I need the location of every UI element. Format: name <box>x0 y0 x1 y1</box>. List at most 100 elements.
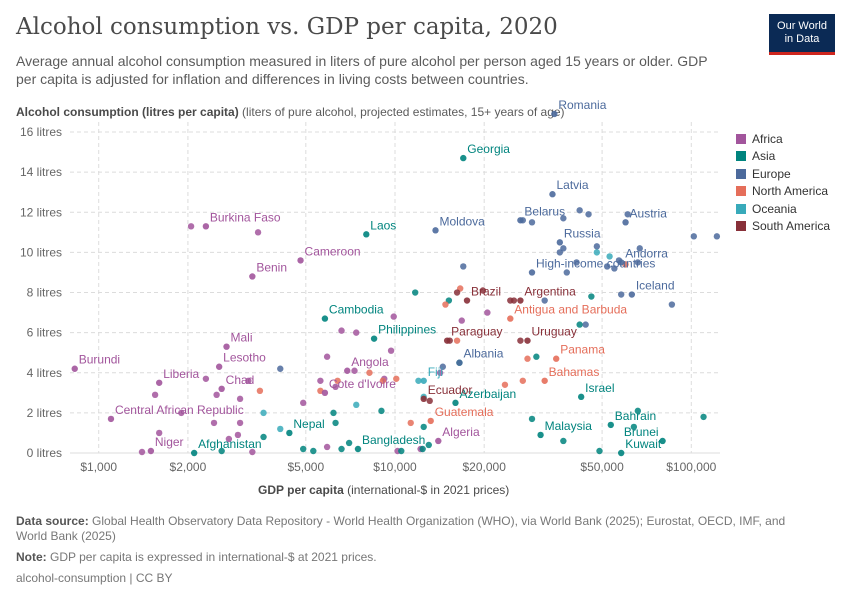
data-point[interactable] <box>354 445 362 453</box>
data-point[interactable] <box>630 423 638 431</box>
data-point[interactable] <box>668 301 676 308</box>
data-point[interactable] <box>553 355 560 362</box>
legend-item[interactable]: Europe <box>736 165 830 183</box>
data-point[interactable] <box>323 353 331 360</box>
data-point[interactable] <box>202 375 210 382</box>
data-point[interactable] <box>190 449 198 457</box>
data-point[interactable] <box>585 211 592 218</box>
data-point[interactable] <box>300 445 307 453</box>
data-point[interactable] <box>225 435 233 443</box>
data-point[interactable] <box>634 407 642 415</box>
data-point[interactable] <box>210 419 218 427</box>
data-point[interactable] <box>517 337 524 344</box>
data-point[interactable] <box>218 385 225 393</box>
data-point[interactable] <box>524 337 531 344</box>
data-point[interactable] <box>501 381 509 388</box>
data-point[interactable] <box>344 367 351 374</box>
data-point[interactable] <box>588 293 595 300</box>
data-point[interactable] <box>611 265 618 272</box>
data-point[interactable] <box>576 207 583 214</box>
data-point[interactable] <box>628 291 636 298</box>
data-point[interactable] <box>245 377 252 384</box>
data-point[interactable] <box>442 301 449 308</box>
data-point[interactable] <box>236 419 244 427</box>
data-point[interactable] <box>617 449 625 457</box>
data-point[interactable] <box>453 337 461 344</box>
data-point[interactable] <box>256 387 264 395</box>
data-point[interactable] <box>537 431 544 439</box>
data-point[interactable] <box>636 245 643 252</box>
legend-item[interactable]: Oceania <box>736 200 830 218</box>
data-point[interactable] <box>420 395 427 403</box>
data-point[interactable] <box>576 321 583 328</box>
data-point[interactable] <box>427 417 434 425</box>
data-point[interactable] <box>393 375 400 382</box>
data-point[interactable] <box>528 269 536 276</box>
data-point[interactable] <box>700 413 707 421</box>
data-point[interactable] <box>420 377 427 384</box>
data-point[interactable] <box>155 379 163 386</box>
data-point[interactable] <box>458 317 465 324</box>
data-point[interactable] <box>353 329 360 336</box>
owid-logo[interactable]: Our World in Data <box>769 14 835 55</box>
data-point[interactable] <box>713 233 721 240</box>
data-point[interactable] <box>533 353 540 360</box>
data-point[interactable] <box>528 219 536 226</box>
data-point[interactable] <box>603 263 611 270</box>
data-point[interactable] <box>593 249 601 256</box>
data-point[interactable] <box>435 437 442 445</box>
data-point[interactable] <box>634 259 642 266</box>
data-point[interactable] <box>286 429 293 437</box>
data-point[interactable] <box>370 335 378 342</box>
data-point[interactable] <box>560 215 567 222</box>
data-point[interactable] <box>138 448 146 456</box>
data-point[interactable] <box>596 447 603 455</box>
data-point[interactable] <box>606 253 613 260</box>
data-point[interactable] <box>528 415 536 423</box>
data-point[interactable] <box>323 443 331 451</box>
data-point[interactable] <box>107 415 115 423</box>
data-point[interactable] <box>351 367 358 374</box>
data-point[interactable] <box>426 397 433 405</box>
credit[interactable]: alcohol-consumption | CC BY <box>16 571 173 585</box>
data-point[interactable] <box>463 297 471 304</box>
data-point[interactable] <box>218 447 225 455</box>
data-point[interactable] <box>398 447 405 455</box>
data-point[interactable] <box>453 289 461 296</box>
data-point[interactable] <box>420 423 427 431</box>
data-point[interactable] <box>260 433 267 441</box>
data-point[interactable] <box>617 259 625 266</box>
data-point[interactable] <box>390 313 397 320</box>
data-point[interactable] <box>277 425 284 433</box>
data-point[interactable] <box>541 377 548 384</box>
data-point[interactable] <box>624 211 631 218</box>
data-point[interactable] <box>178 409 185 417</box>
data-point[interactable] <box>215 363 223 370</box>
data-point[interactable] <box>378 407 385 415</box>
data-point[interactable] <box>353 401 360 409</box>
data-point[interactable] <box>617 291 625 298</box>
data-point[interactable] <box>573 259 580 266</box>
data-point[interactable] <box>425 441 432 449</box>
legend-item[interactable]: South America <box>736 218 830 236</box>
data-point[interactable] <box>151 391 159 399</box>
data-point[interactable] <box>147 447 155 455</box>
data-point[interactable] <box>345 439 353 447</box>
data-point[interactable] <box>593 243 601 250</box>
data-point[interactable] <box>412 289 419 296</box>
data-point[interactable] <box>236 395 244 403</box>
data-point[interactable] <box>330 409 337 417</box>
data-point[interactable] <box>690 233 698 240</box>
data-point[interactable] <box>456 359 463 366</box>
data-point[interactable] <box>310 447 317 455</box>
data-point[interactable] <box>187 223 195 230</box>
data-point[interactable] <box>407 419 414 427</box>
data-point[interactable] <box>234 431 242 439</box>
data-point[interactable] <box>332 383 339 390</box>
data-point[interactable] <box>443 337 451 344</box>
data-point[interactable] <box>379 377 387 384</box>
data-point[interactable] <box>479 287 487 294</box>
data-point[interactable] <box>517 217 524 224</box>
data-point[interactable] <box>507 297 514 304</box>
data-point[interactable] <box>338 327 345 334</box>
